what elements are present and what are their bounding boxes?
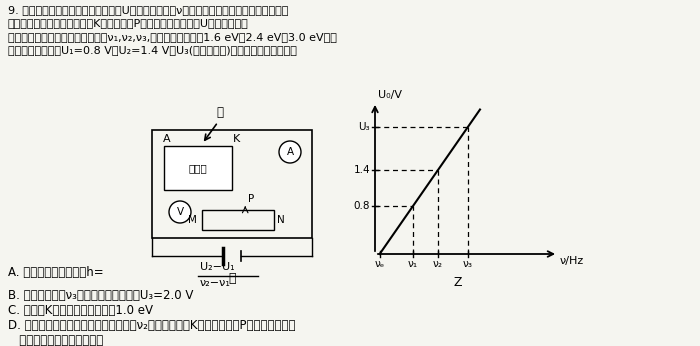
- Circle shape: [279, 141, 301, 163]
- Text: D. 若将电源的正负极对换，仓用频率为ν₂的光照射阴极K，则在将滑片P向右滑动的过程: D. 若将电源的正负极对换，仓用频率为ν₂的光照射阴极K，则在将滑片P向右滑动的…: [8, 319, 295, 332]
- Text: 光: 光: [216, 106, 223, 119]
- Text: ν₂−ν₁: ν₂−ν₁: [200, 278, 231, 288]
- Text: 示。已知某三种光的频率分别设为ν₁,ν₂,ν₃,光子的能量分别为1.6 eV、2.4 eV、3.0 eV，测: 示。已知某三种光的频率分别设为ν₁,ν₂,ν₃,光子的能量分别为1.6 eV、2…: [8, 32, 337, 42]
- Text: 得遂止电压分别为U₁=0.8 V，U₂=1.4 V，U₃(图乙中未知)。则下列说法正确的是: 得遂止电压分别为U₁=0.8 V，U₂=1.4 V，U₃(图乙中未知)。则下列说…: [8, 46, 297, 55]
- Text: 别照射甲图中三光电管的阴极K，调节滑片P测出遂止电压，将每U关系如图乙所: 别照射甲图中三光电管的阴极K，调节滑片P测出遂止电压，将每U关系如图乙所: [8, 18, 248, 28]
- Text: Z: Z: [454, 276, 462, 289]
- Text: 9. 图甲为研究某金属材料的遂止电压U౎与人射光频率ν的关系的电路图，用不同频率的光分: 9. 图甲为研究某金属材料的遂止电压U౎与人射光频率ν的关系的电路图，用不同频率…: [8, 5, 288, 15]
- Polygon shape: [164, 146, 232, 190]
- Text: 光电管: 光电管: [188, 163, 207, 173]
- Text: 1.4: 1.4: [354, 165, 370, 175]
- Text: ν₁: ν₁: [408, 259, 418, 269]
- Text: U₂−U₁: U₂−U₁: [200, 262, 235, 272]
- Text: νₑ: νₑ: [374, 259, 385, 269]
- Text: U₃: U₃: [358, 122, 370, 132]
- Text: ν₂: ν₂: [433, 259, 443, 269]
- Text: C. 该阴极K金属材料的递出功为1.0 eV: C. 该阴极K金属材料的递出功为1.0 eV: [8, 304, 153, 317]
- Text: A: A: [163, 134, 171, 144]
- Text: 甲: 甲: [228, 272, 236, 285]
- Text: A. 普朗克常量可表达为h=: A. 普朗克常量可表达为h=: [8, 266, 104, 279]
- Text: 中，电流表示数将一直变大: 中，电流表示数将一直变大: [8, 334, 104, 346]
- Text: N: N: [277, 215, 285, 225]
- Text: A: A: [286, 147, 293, 157]
- Circle shape: [169, 201, 191, 223]
- Text: P: P: [248, 194, 255, 204]
- Text: 0.8: 0.8: [354, 201, 370, 211]
- Text: M: M: [188, 215, 197, 225]
- Text: ν/Hz: ν/Hz: [560, 256, 584, 266]
- Text: ν₃: ν₃: [463, 259, 473, 269]
- Text: V: V: [176, 207, 183, 217]
- Text: U₀/V: U₀/V: [378, 90, 402, 100]
- Text: B. 图乙中频率为ν₃的光对应的遂止电压U₃=2.0 V: B. 图乙中频率为ν₃的光对应的遂止电压U₃=2.0 V: [8, 289, 193, 302]
- Text: K: K: [233, 134, 240, 144]
